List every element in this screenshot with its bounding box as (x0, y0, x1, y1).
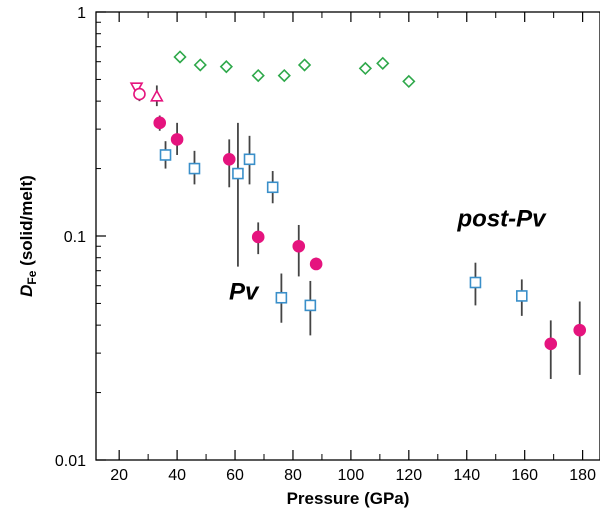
data-point-circle (133, 87, 146, 101)
region-label: Pv (229, 279, 260, 306)
data-point-diamond (251, 68, 265, 83)
region-label: post-Pv (457, 206, 548, 233)
data-point-diamond (358, 61, 373, 76)
data-point-circle (292, 239, 306, 253)
data-point-square (304, 299, 317, 312)
data-point-circle (153, 116, 167, 130)
data-point-circle (170, 133, 184, 146)
x-tick-label: 100 (338, 467, 365, 484)
ticks-layer (96, 11, 584, 461)
marker-layer (129, 50, 587, 351)
x-tick-label: 160 (511, 467, 538, 484)
data-point-square (243, 153, 256, 166)
label-layer: 20 40 60 80 100 120 140 160 180 0.01 0.1 1 Pv post-Pv (55, 5, 596, 484)
data-point-square (188, 162, 201, 175)
data-point-diamond (277, 68, 291, 83)
x-tick-label: 40 (168, 467, 186, 484)
y-axis-title-main: D (17, 285, 36, 297)
data-point-square (275, 291, 288, 304)
x-tick-label: 180 (569, 467, 596, 484)
data-point-diamond (219, 60, 233, 74)
y-axis-title-suffix: (solid/melt) (17, 175, 36, 270)
x-tick-label: 20 (110, 467, 128, 484)
data-point-square (232, 167, 244, 180)
data-point-square (515, 290, 528, 302)
y-tick-label: 0.01 (55, 453, 86, 470)
data-point-square (159, 149, 172, 161)
data-point-square (266, 181, 279, 194)
data-point-circle (309, 257, 323, 271)
x-tick-label: 60 (226, 467, 244, 484)
data-point-circle (544, 337, 558, 351)
y-tick-label: 1 (77, 5, 86, 22)
data-point-diamond (402, 74, 416, 89)
data-point-diamond (173, 50, 187, 64)
data-point-diamond (376, 56, 390, 70)
y-axis-title-subscript: Fe (25, 270, 39, 284)
data-point-circle (251, 230, 265, 244)
x-tick-label: 120 (395, 467, 422, 484)
y-tick-label: 0.1 (64, 229, 86, 246)
y-axis-title: DFe (solid/melt) (17, 175, 39, 297)
data-point-diamond (193, 58, 207, 72)
x-tick-label: 140 (453, 467, 480, 484)
x-axis-title: Pressure (GPa) (287, 489, 410, 508)
data-point-circle (573, 323, 587, 337)
data-point-circle (222, 152, 236, 166)
x-tick-label: 80 (284, 467, 302, 484)
data-point-square (469, 276, 482, 289)
data-point-triangle-up (149, 89, 164, 102)
data-point-diamond (297, 58, 312, 72)
plot-frame (95, 11, 600, 461)
